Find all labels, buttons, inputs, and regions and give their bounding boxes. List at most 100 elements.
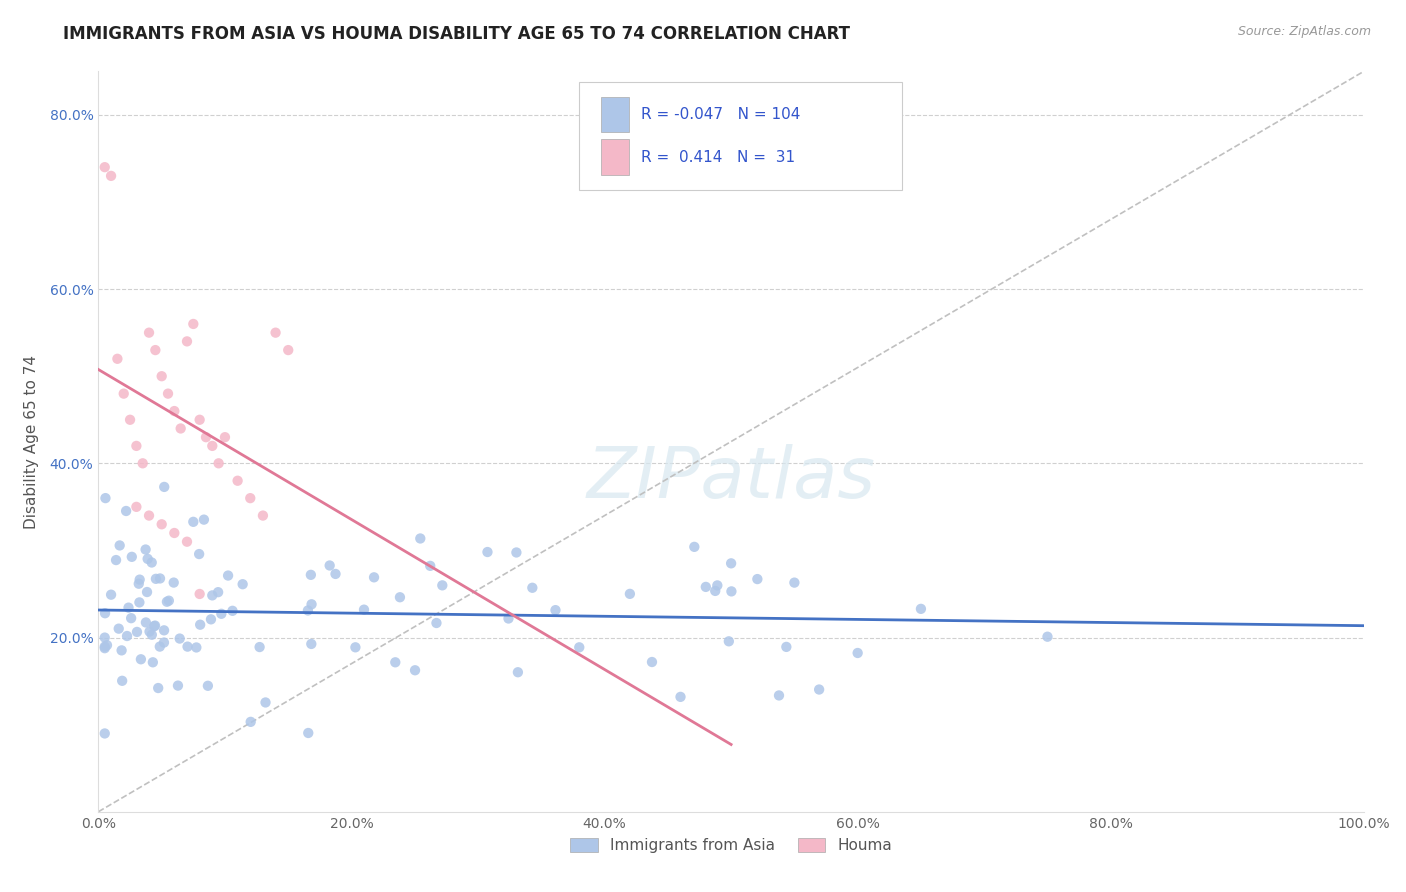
Point [143,618,166,632]
Point [107,351,129,366]
Point [544,603,567,617]
Point [775,640,797,654]
FancyBboxPatch shape [600,139,628,175]
Point [132,456,155,470]
Point [522,581,544,595]
Point [188,413,211,427]
Point [105,553,128,567]
Point [568,640,591,655]
Point [163,526,186,541]
Point [846,646,869,660]
Point [239,714,262,729]
Point [94,491,117,505]
Point [153,624,176,638]
Point [128,573,150,587]
Point [249,640,271,654]
Text: ZIPatlas: ZIPatlas [586,444,876,513]
Point [100,169,122,183]
Point [183,317,205,331]
Point [121,549,143,564]
Point [388,591,411,605]
Point [704,583,727,598]
Point [181,515,204,529]
Point [201,588,224,602]
Point [768,689,790,703]
Point [720,584,742,599]
Point [93,640,117,654]
Point [138,508,160,523]
Point [145,343,166,357]
Point [176,534,198,549]
Point [117,600,139,615]
Text: Source: ZipAtlas.com: Source: ZipAtlas.com [1237,25,1371,38]
Point [135,542,157,557]
Point [808,682,831,697]
Point [363,570,385,584]
Point [207,585,229,599]
Point [156,595,179,609]
Point [107,622,129,636]
Text: IMMIGRANTS FROM ASIA VS HOUMA DISABILITY AGE 65 TO 74 CORRELATION CHART: IMMIGRANTS FROM ASIA VS HOUMA DISABILITY… [63,25,851,43]
Legend: Immigrants from Asia, Houma: Immigrants from Asia, Houma [564,832,898,860]
Point [188,587,211,601]
Point [141,628,163,642]
Point [506,665,529,680]
Point [141,556,163,570]
Point [115,504,138,518]
Point [193,513,215,527]
Point [120,611,142,625]
Point [145,572,167,586]
Point [148,681,170,695]
Point [299,637,322,651]
Point [136,585,159,599]
Point [209,607,232,621]
Point [201,439,224,453]
Point [150,517,173,532]
Point [297,726,319,740]
Point [176,334,198,349]
Point [186,640,208,655]
Point [167,679,190,693]
Point [188,547,211,561]
Point [125,624,148,639]
Point [353,602,375,616]
Point [93,726,117,740]
Point [125,439,148,453]
Point [176,640,198,654]
Point [157,386,180,401]
Point [425,615,447,630]
Point [252,508,274,523]
Point [783,575,806,590]
Point [325,566,347,581]
Point [217,568,239,582]
Point [318,558,340,573]
Point [169,421,191,435]
Point [404,663,426,677]
Point [299,567,322,582]
Point [188,617,211,632]
Point [135,615,157,630]
Point [200,612,222,626]
Point [419,558,441,573]
Point [153,635,176,649]
Point [115,629,138,643]
Y-axis label: Disability Age 65 to 74: Disability Age 65 to 74 [24,354,38,529]
Point [194,430,218,444]
Point [128,595,150,609]
Point [129,652,152,666]
Point [169,632,191,646]
Point [432,578,454,592]
Point [226,474,249,488]
Point [695,580,717,594]
FancyBboxPatch shape [579,82,903,190]
Point [149,640,172,654]
Point [157,593,180,607]
Point [619,587,641,601]
Point [669,690,692,704]
Point [110,643,132,657]
Point [214,430,236,444]
Point [138,624,160,639]
Point [197,679,219,693]
Point [344,640,367,655]
Point [297,603,319,617]
